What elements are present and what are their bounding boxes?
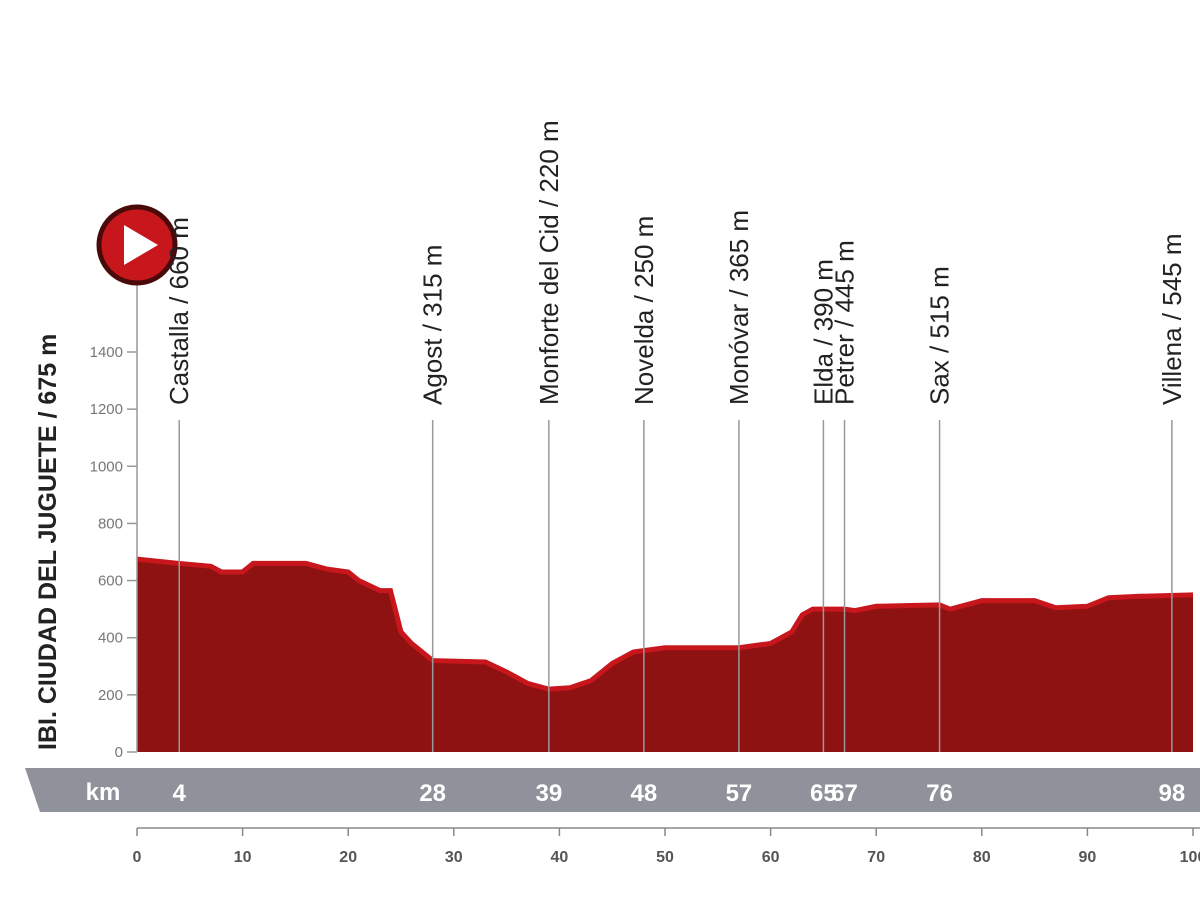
x-tick-label: 70 [867, 849, 885, 866]
y-tick-label: 1200 [90, 401, 123, 418]
place-label: Elda / 390 m [808, 259, 838, 405]
place-km: 48 [631, 780, 658, 807]
place-km: 65 [810, 780, 837, 807]
x-tick-label: 30 [445, 849, 463, 866]
place-label: Villena / 545 m [1157, 233, 1187, 405]
profile-area [137, 559, 1193, 752]
place-km: 39 [535, 780, 562, 807]
km-band [25, 768, 1200, 812]
place-label: Castalla / 660 m [164, 217, 194, 405]
place-km: 67 [831, 780, 858, 807]
y-tick-label: 0 [115, 744, 123, 761]
start-arrow [124, 225, 158, 265]
x-tick-label: 40 [551, 849, 569, 866]
place-km: 76 [926, 780, 953, 807]
x-tick-label: 80 [973, 849, 991, 866]
x-tick-label: 60 [762, 849, 780, 866]
x-tick-label: 0 [133, 849, 142, 866]
x-tick-label: 100 [1180, 849, 1200, 866]
y-tick-label: 800 [98, 515, 123, 532]
place-label: Sax / 515 m [925, 266, 955, 405]
place-km: 98 [1159, 780, 1186, 807]
y-tick-label: 1000 [90, 458, 123, 475]
place-label: Monforte del Cid / 220 m [534, 120, 564, 405]
place-label: Novelda / 250 m [629, 216, 659, 405]
place-label: Monóvar / 365 m [724, 210, 754, 405]
x-tick-label: 90 [1079, 849, 1097, 866]
km-unit: km [86, 779, 121, 806]
x-tick-label: 20 [339, 849, 357, 866]
y-tick-label: 400 [98, 630, 123, 647]
place-label: Agost / 315 m [418, 245, 448, 405]
x-tick-label: 50 [656, 849, 674, 866]
y-tick-label: 600 [98, 573, 123, 590]
start-label: IBI. CIUDAD DEL JUGUETE / 675 m [34, 334, 62, 750]
y-tick-label: 200 [98, 687, 123, 704]
profile-edge [136, 556, 1194, 692]
x-tick-label: 10 [234, 849, 252, 866]
place-label: Petrer / 445 m [830, 240, 860, 405]
place-km: 28 [419, 780, 446, 807]
y-tick-label: 1400 [90, 344, 123, 361]
place-km: 4 [173, 780, 187, 807]
place-km: 57 [726, 780, 753, 807]
